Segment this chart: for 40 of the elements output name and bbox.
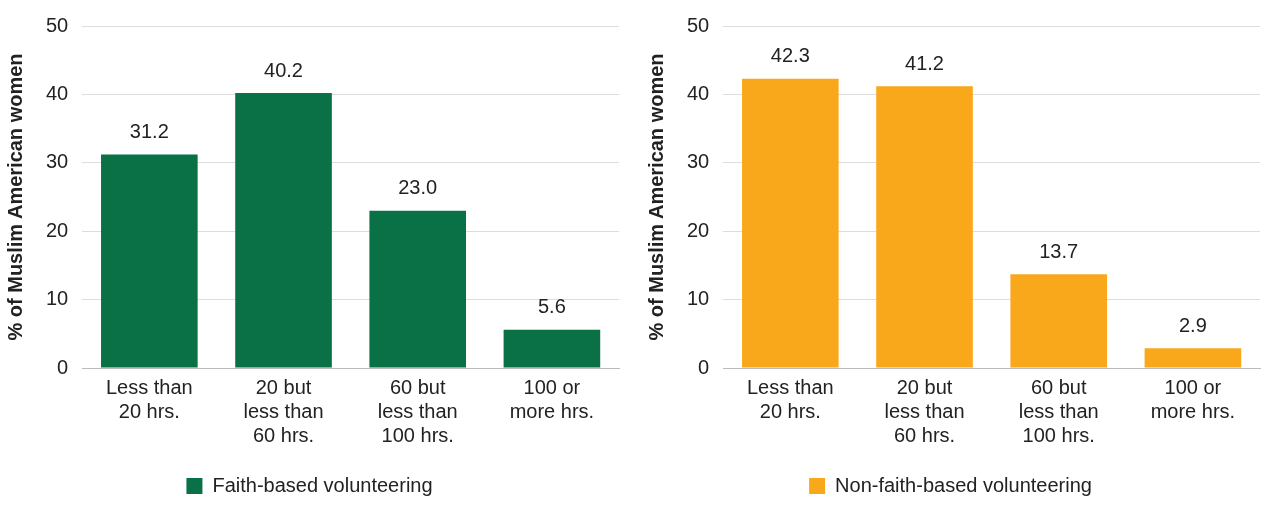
data-label: 31.2 [129,120,169,143]
y-tick-label: 30 [46,150,69,173]
x-tick-label: 20 but less than 60 hrs. [884,375,965,446]
y-tick-label: 0 [698,355,710,378]
bar [503,329,601,368]
x-tick-label: 20 but less than 60 hrs. [243,375,324,446]
data-label: 40.2 [264,58,303,81]
y-tick-label: 0 [57,355,69,378]
x-tick-label: Less than 20 hrs. [105,375,193,422]
bar [876,86,973,368]
y-tick-label: 20 [687,218,710,241]
data-label: 13.7 [1039,239,1079,262]
data-label: 23.0 [398,176,438,199]
x-tick-label: 60 but less than 100 hrs. [377,375,458,446]
y-axis-title: % of Muslim American women [3,53,26,341]
legend-label: Faith-based volunteering [212,473,433,496]
legend-label: Non-faith-based volunteering [835,473,1092,496]
data-label: 5.6 [538,295,566,318]
x-tick-label: Less than 20 hrs. [746,375,834,422]
bar [1010,274,1108,368]
y-tick-label: 50 [46,13,69,36]
data-label: 2.9 [1179,313,1207,336]
y-tick-label: 40 [46,81,69,104]
bar [235,93,332,368]
y-axis-title: % of Muslim American women [644,53,667,341]
bar [101,154,198,368]
x-tick-label: 60 but less than 100 hrs. [1018,375,1099,446]
bar [742,78,839,368]
data-label: 42.3 [770,44,810,67]
x-tick-label: 100 or more hrs. [509,375,595,422]
y-tick-label: 10 [687,287,710,310]
y-tick-label: 50 [687,13,710,36]
y-tick-label: 10 [46,287,69,310]
bar [1144,348,1242,368]
data-label: 41.2 [905,51,944,74]
x-tick-label: 100 or more hrs. [1150,375,1236,422]
y-tick-label: 30 [687,150,710,173]
y-tick-label: 20 [46,218,69,241]
bar [369,210,467,368]
y-tick-label: 40 [687,81,710,104]
